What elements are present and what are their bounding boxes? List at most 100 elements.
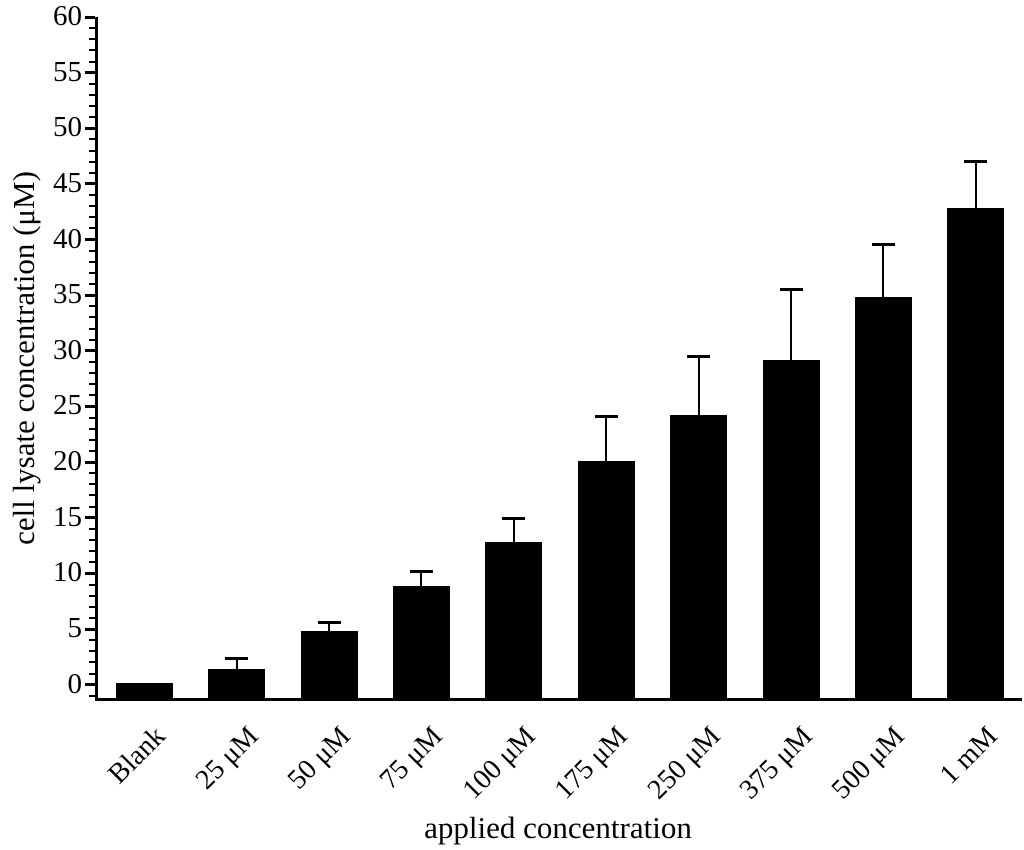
bar xyxy=(670,415,728,698)
y-minor-tick xyxy=(89,260,95,263)
y-minor-tick xyxy=(89,338,95,341)
y-minor-tick xyxy=(89,283,95,286)
y-minor-tick xyxy=(89,105,95,108)
y-major-tick xyxy=(85,683,95,687)
error-bar-cap xyxy=(871,243,895,246)
error-bar-line xyxy=(420,572,423,587)
y-major-tick xyxy=(85,238,95,242)
y-minor-tick xyxy=(89,149,95,152)
error-bar-line xyxy=(882,245,885,299)
y-minor-tick xyxy=(89,661,95,664)
y-major-tick xyxy=(85,571,95,575)
x-tick xyxy=(881,684,885,696)
y-major-tick xyxy=(85,349,95,353)
y-tick-label: 50 xyxy=(53,111,82,144)
y-minor-tick xyxy=(89,527,95,530)
error-bar-line xyxy=(512,518,515,544)
y-minor-tick xyxy=(89,483,95,486)
y-minor-tick xyxy=(89,93,95,96)
y-minor-tick xyxy=(89,271,95,274)
error-bar-cap xyxy=(409,570,433,574)
y-tick-label: 0 xyxy=(67,667,83,700)
y-major-tick xyxy=(85,293,95,297)
error-bar-line xyxy=(235,658,238,671)
y-minor-tick xyxy=(89,650,95,653)
y-minor-tick xyxy=(89,171,95,174)
x-tick xyxy=(419,684,423,696)
y-minor-tick xyxy=(89,249,95,252)
y-tick-label: 10 xyxy=(53,556,82,589)
y-minor-tick xyxy=(89,49,95,52)
y-minor-tick xyxy=(89,138,95,141)
y-major-tick xyxy=(85,71,95,75)
bar xyxy=(577,461,635,698)
x-tick xyxy=(789,684,793,696)
y-minor-tick xyxy=(89,116,95,119)
y-minor-tick xyxy=(89,160,95,163)
y-minor-tick xyxy=(89,227,95,230)
y-minor-tick xyxy=(89,27,95,30)
y-tick-label: 40 xyxy=(53,222,82,255)
y-major-tick xyxy=(85,126,95,130)
y-minor-tick xyxy=(89,438,95,441)
y-minor-tick xyxy=(89,583,95,586)
y-major-tick xyxy=(85,627,95,631)
y-minor-tick xyxy=(89,205,95,208)
y-major-tick xyxy=(85,15,95,19)
y-minor-tick xyxy=(89,472,95,475)
error-bar-cap xyxy=(594,415,618,419)
x-tick xyxy=(974,684,978,696)
y-minor-tick xyxy=(89,538,95,541)
y-minor-tick xyxy=(89,327,95,330)
y-major-tick xyxy=(85,182,95,186)
y-minor-tick xyxy=(89,605,95,608)
y-minor-tick xyxy=(89,505,95,508)
y-minor-tick xyxy=(89,427,95,430)
y-minor-tick xyxy=(89,372,95,375)
y-minor-tick xyxy=(89,672,95,675)
y-major-tick xyxy=(85,460,95,464)
bar xyxy=(485,542,543,698)
y-tick-label: 5 xyxy=(67,611,83,644)
y-tick-label: 30 xyxy=(53,333,82,366)
x-tick xyxy=(697,684,701,696)
y-minor-tick xyxy=(89,394,95,397)
y-tick-label: 45 xyxy=(53,166,82,199)
bar xyxy=(947,208,1005,698)
x-tick xyxy=(235,684,239,696)
y-minor-tick xyxy=(89,305,95,308)
error-bar-line xyxy=(974,161,977,210)
error-bar-cap xyxy=(225,656,249,660)
x-axis-title: applied concentration xyxy=(424,810,692,845)
y-tick-label: 35 xyxy=(53,278,82,311)
y-tick-label: 15 xyxy=(53,500,82,533)
y-minor-tick xyxy=(89,561,95,564)
y-minor-tick xyxy=(89,360,95,363)
error-bar-line xyxy=(697,357,700,417)
y-tick-label: 20 xyxy=(53,445,82,478)
y-major-tick xyxy=(85,516,95,520)
x-tick xyxy=(327,684,331,696)
plot-area xyxy=(85,15,1022,701)
y-minor-tick xyxy=(89,694,95,697)
error-bar-cap xyxy=(687,355,711,359)
bar xyxy=(762,359,820,698)
error-bar-line xyxy=(605,417,608,462)
y-minor-tick xyxy=(89,82,95,85)
y-minor-tick xyxy=(89,639,95,642)
error-bar-line xyxy=(328,623,330,633)
bar xyxy=(854,297,912,698)
y-tick-label: 60 xyxy=(53,0,82,32)
y-minor-tick xyxy=(89,616,95,619)
y-tick-label: 55 xyxy=(53,55,82,88)
x-tick xyxy=(604,684,608,696)
y-minor-tick xyxy=(89,194,95,197)
y-minor-tick xyxy=(89,216,95,219)
x-tick xyxy=(142,684,146,696)
y-minor-tick xyxy=(89,494,95,497)
y-minor-tick xyxy=(89,38,95,41)
y-minor-tick xyxy=(89,416,95,419)
y-minor-tick xyxy=(89,316,95,319)
y-major-tick xyxy=(85,404,95,408)
